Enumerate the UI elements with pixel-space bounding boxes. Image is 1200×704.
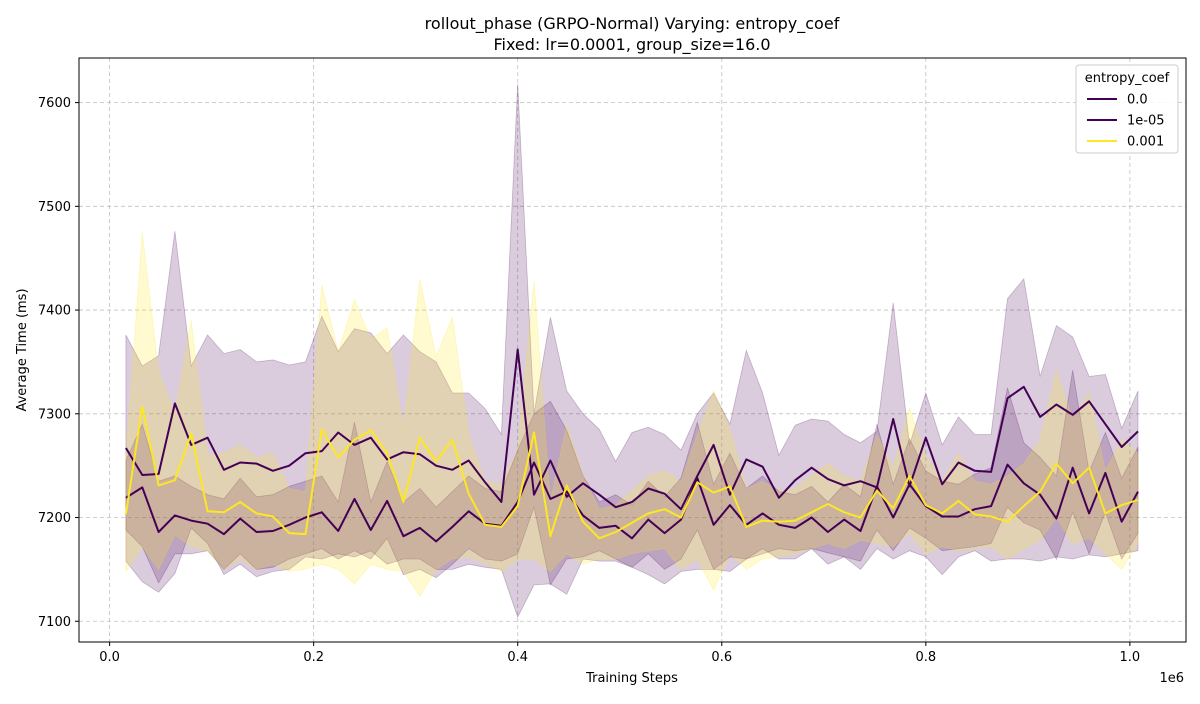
series-line-3 (124, 405, 1139, 540)
legend: entropy_coef 0.0 1e-05 0.001 (1075, 64, 1179, 154)
x-tick-label: 0.8 (915, 650, 936, 665)
series-band-1 (125, 83, 1139, 619)
series-line-2 (125, 461, 1139, 543)
x-tick-label: 0.6 (711, 650, 732, 665)
y-axis-ticks: 7100 7200 7300 7400 7500 7600 (38, 96, 79, 630)
legend-items: 0.0 1e-05 0.001 (1087, 93, 1165, 150)
series-band-2 (125, 370, 1139, 586)
x-axis-label: Training Steps (585, 671, 678, 686)
y-tick-label: 7200 (38, 511, 71, 526)
y-tick-label: 7600 (38, 96, 71, 111)
x-tick-label: 0.0 (99, 650, 120, 665)
y-tick-label: 7400 (38, 304, 71, 319)
x-tick-label: 0.2 (303, 650, 324, 665)
confidence-bands (125, 83, 1139, 619)
plot-frame (78, 57, 1187, 643)
x-tick-label: 0.4 (507, 650, 528, 665)
x-tick-label: 1.0 (1120, 650, 1141, 665)
legend-box (1075, 64, 1179, 154)
y-axis-label: Average Time (ms) (15, 288, 30, 411)
chart-subtitle: Fixed: lr=0.0001, group_size=16.0 (493, 35, 770, 55)
legend-label-2: 1e-05 (1127, 114, 1165, 129)
x-axis-ticks: 0.0 0.2 0.4 0.6 0.8 1.0 (99, 642, 1140, 665)
legend-label-1: 0.0 (1127, 93, 1148, 108)
x-axis-scale-label: 1e6 (1159, 671, 1184, 686)
y-tick-label: 7300 (38, 407, 71, 422)
series-band-3 (125, 232, 1139, 598)
legend-title: entropy_coef (1085, 71, 1170, 86)
y-tick-label: 7100 (38, 615, 71, 630)
chart-title: rollout_phase (GRPO-Normal) Varying: ent… (425, 14, 840, 34)
series-line-1 (125, 348, 1139, 511)
series-lines (124, 348, 1139, 543)
y-tick-label: 7500 (38, 200, 71, 215)
grid (79, 58, 1186, 642)
legend-label-3: 0.001 (1127, 135, 1164, 150)
